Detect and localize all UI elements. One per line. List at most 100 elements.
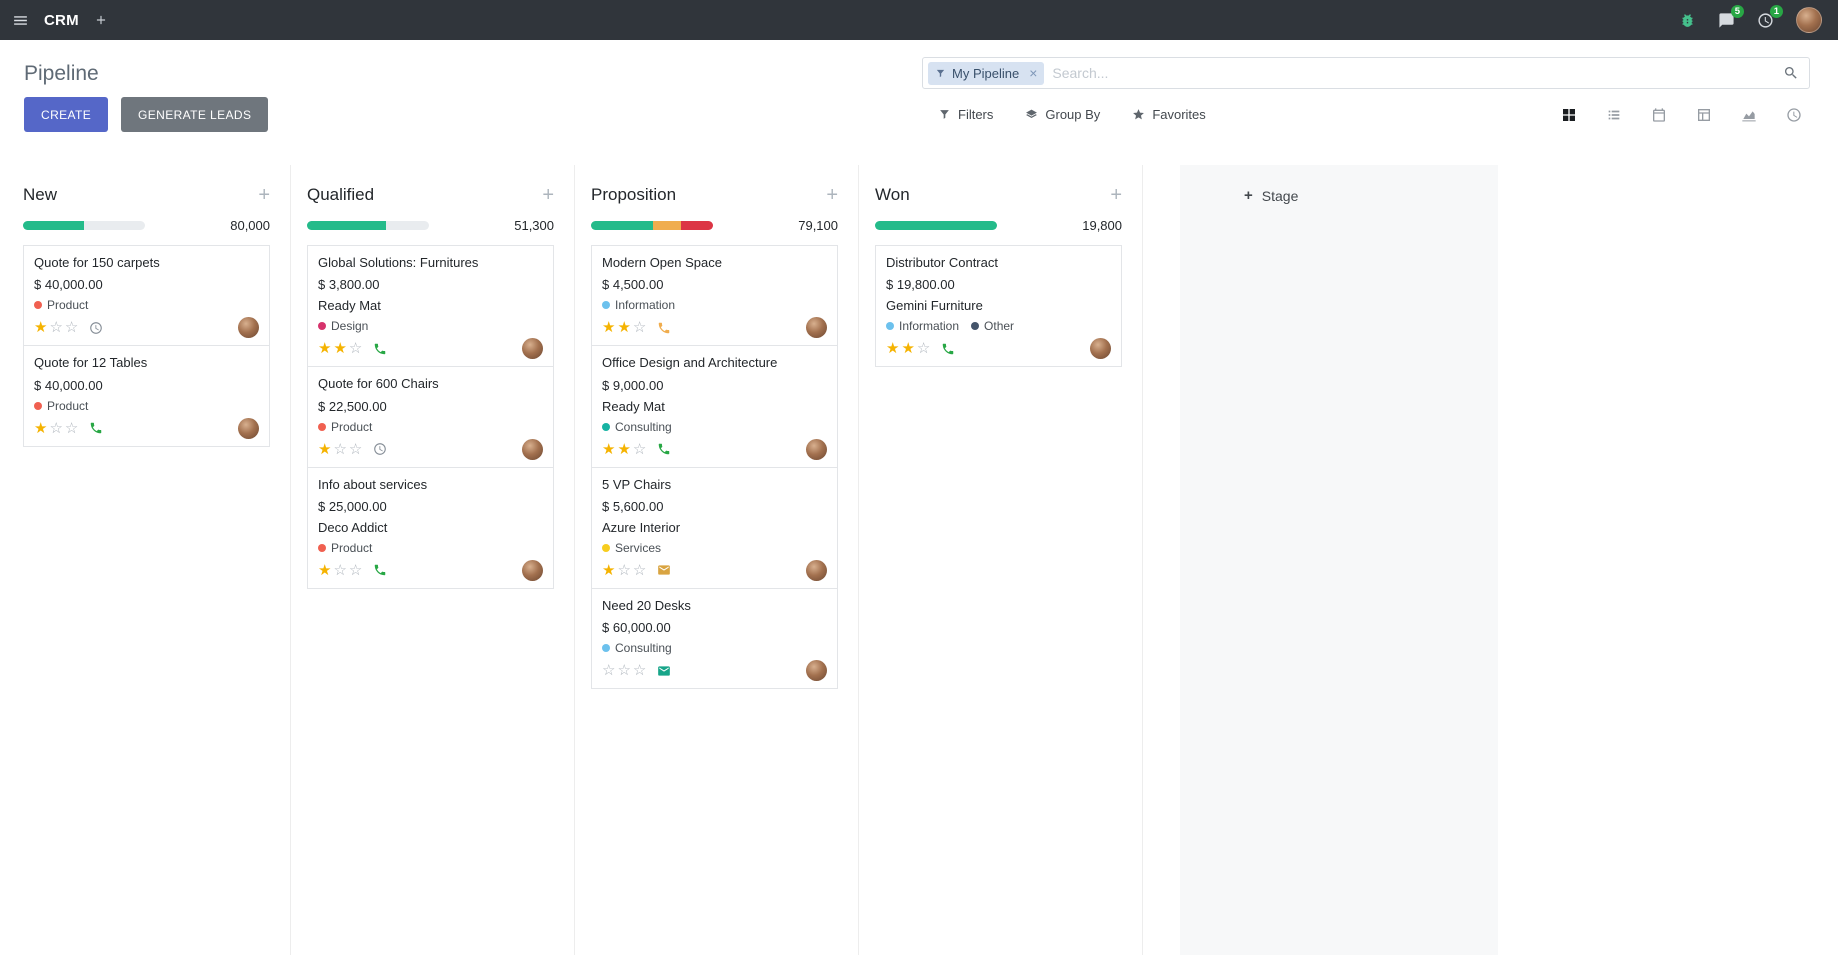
progress-segment[interactable] [307, 221, 387, 230]
close-icon[interactable]: × [1029, 65, 1038, 81]
search-input[interactable] [1044, 65, 1783, 81]
phone-activity-icon[interactable] [89, 421, 103, 435]
column-progressbar[interactable] [875, 221, 997, 230]
filters-button[interactable]: Filters [938, 107, 993, 122]
salesperson-avatar[interactable] [806, 317, 827, 339]
priority-star-icon[interactable]: ☆ [64, 319, 79, 337]
priority-star-icon[interactable]: ☆ [348, 561, 363, 579]
priority-star-icon[interactable]: ☆ [348, 440, 363, 458]
priority-star-icon[interactable]: ★ [617, 319, 631, 337]
kanban-card[interactable]: Office Design and Architecture $ 9,000.00… [591, 345, 838, 468]
column-progressbar[interactable] [23, 221, 145, 230]
favorites-button[interactable]: Favorites [1132, 107, 1206, 122]
salesperson-avatar[interactable] [238, 317, 259, 339]
priority-star-icon[interactable]: ★ [34, 419, 48, 437]
kanban-view-button[interactable] [1551, 100, 1587, 130]
priority-star-icon[interactable]: ☆ [333, 561, 347, 579]
phone-activity-icon[interactable] [657, 442, 671, 456]
pivot-view-button[interactable] [1686, 100, 1722, 130]
priority-star-icon[interactable]: ☆ [602, 662, 616, 679]
kanban-card[interactable]: 5 VP Chairs $ 5,600.00 Azure Interior Servi… [591, 466, 838, 589]
progress-segment[interactable] [681, 221, 713, 230]
salesperson-avatar[interactable] [238, 417, 259, 439]
priority-star-icon[interactable]: ★ [333, 340, 347, 358]
priority-star-icon[interactable]: ☆ [348, 340, 363, 358]
priority-star-icon[interactable]: ★ [602, 319, 616, 337]
priority-star-icon[interactable]: ★ [318, 440, 332, 458]
plus-icon[interactable] [94, 13, 108, 27]
group-by-button[interactable]: Group By [1025, 107, 1100, 122]
envelope-activity-icon[interactable] [657, 664, 671, 678]
phone-activity-icon[interactable] [657, 321, 671, 335]
clock-activity-icon[interactable] [89, 321, 103, 335]
search-bar[interactable]: My Pipeline × [922, 57, 1810, 89]
kanban-card[interactable]: Quote for 12 Tables $ 40,000.00 Product ★ ☆ ☆ [23, 345, 270, 447]
envelope-activity-icon[interactable] [657, 563, 671, 577]
priority-star-icon[interactable]: ☆ [916, 340, 931, 358]
priority-star-icon[interactable]: ★ [34, 319, 48, 337]
quick-create-icon[interactable]: + [542, 184, 554, 206]
kanban-card[interactable]: Distributor Contract $ 19,800.00 Gemini Fu… [875, 245, 1122, 368]
calendar-view-button[interactable] [1641, 100, 1677, 130]
bug-icon[interactable] [1679, 12, 1696, 29]
priority-star-icon[interactable]: ☆ [632, 319, 647, 337]
priority-star-icon[interactable]: ☆ [333, 440, 347, 458]
search-icon[interactable] [1783, 65, 1799, 81]
progress-segment[interactable] [653, 221, 682, 230]
priority-star-icon[interactable]: ★ [318, 340, 332, 358]
salesperson-avatar[interactable] [522, 438, 543, 460]
priority-star-icon[interactable]: ★ [901, 340, 915, 358]
progress-segment[interactable] [23, 221, 84, 230]
priority-star-icon[interactable]: ☆ [49, 319, 63, 337]
priority-star-icon[interactable]: ★ [602, 440, 616, 458]
clock-activity-icon[interactable] [373, 442, 387, 456]
salesperson-avatar[interactable] [1090, 338, 1111, 360]
user-avatar[interactable] [1796, 7, 1822, 33]
quick-create-icon[interactable]: + [826, 184, 838, 206]
menu-icon[interactable] [12, 12, 29, 29]
column-progressbar[interactable] [307, 221, 429, 230]
kanban-card[interactable]: Need 20 Desks $ 60,000.00 Consulting ☆ ☆ ☆ [591, 587, 838, 689]
priority-star-icon[interactable]: ☆ [64, 419, 79, 437]
list-view-button[interactable] [1596, 100, 1632, 130]
graph-view-button[interactable] [1731, 100, 1767, 130]
priority-star-icon[interactable]: ☆ [632, 662, 647, 679]
app-name[interactable]: CRM [44, 11, 79, 29]
priority-star-icon[interactable]: ★ [602, 561, 616, 579]
salesperson-avatar[interactable] [806, 438, 827, 460]
kanban-card[interactable]: Quote for 600 Chairs $ 22,500.00 Product ★ ☆… [307, 366, 554, 468]
plus-icon: + [1244, 187, 1253, 204]
generate-leads-button[interactable]: GENERATE LEADS [121, 97, 269, 132]
priority-star-icon[interactable]: ☆ [632, 561, 647, 579]
priority-star-icon[interactable]: ★ [886, 340, 900, 358]
kanban-card[interactable]: Modern Open Space $ 4,500.00 Information ★ ★… [591, 245, 838, 347]
activity-clock-icon[interactable]: 1 [1757, 4, 1783, 29]
kanban-card[interactable]: Quote for 150 carpets $ 40,000.00 Product ★… [23, 245, 270, 347]
priority-star-icon[interactable]: ☆ [617, 561, 631, 579]
priority-star-icon[interactable]: ★ [318, 561, 332, 579]
priority-star-icon[interactable]: ☆ [632, 440, 647, 458]
search-facet[interactable]: My Pipeline × [928, 61, 1045, 85]
priority-star-icon[interactable]: ☆ [617, 662, 631, 679]
salesperson-avatar[interactable] [522, 559, 543, 581]
messages-icon[interactable]: 5 [1718, 4, 1744, 29]
activity-view-button[interactable] [1776, 100, 1812, 130]
phone-activity-icon[interactable] [373, 342, 387, 356]
kanban-card[interactable]: Global Solutions: Furnitures $ 3,800.00 Re… [307, 245, 554, 368]
priority-star-icon[interactable]: ★ [617, 440, 631, 458]
create-button[interactable]: CREATE [24, 97, 109, 132]
salesperson-avatar[interactable] [522, 338, 543, 360]
quick-create-icon[interactable]: + [1110, 184, 1122, 206]
salesperson-avatar[interactable] [806, 559, 827, 581]
priority-star-icon[interactable]: ☆ [49, 419, 63, 437]
progress-segment[interactable] [875, 221, 997, 230]
column-progressbar[interactable] [591, 221, 713, 230]
phone-activity-icon[interactable] [941, 342, 955, 356]
phone-activity-icon[interactable] [373, 563, 387, 577]
add-stage-button[interactable]: + Stage [1244, 187, 1299, 204]
progress-segment[interactable] [591, 221, 654, 230]
salesperson-avatar[interactable] [806, 660, 827, 681]
quick-create-icon[interactable]: + [258, 184, 270, 206]
kanban-card[interactable]: Info about services $ 25,000.00 Deco Addic… [307, 466, 554, 589]
